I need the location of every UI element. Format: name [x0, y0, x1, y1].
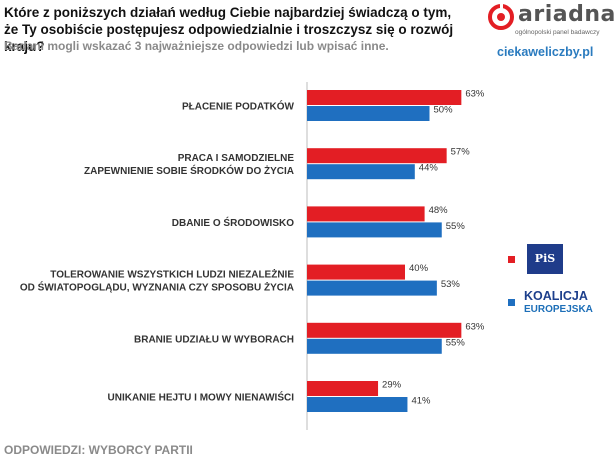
data-label: 29%	[382, 380, 402, 391]
bar-ko	[307, 106, 430, 121]
site-url[interactable]: ciekaweliczby.pl	[497, 45, 594, 59]
bar-ko	[307, 280, 437, 296]
question-subtitle: Badani mogli wskazać 3 najważniejsze odp…	[4, 39, 389, 53]
ariadna-logo: ariadna ogólnopolski panel badawczy	[488, 2, 615, 38]
category-label: UNIKANIE HEJTU I MOWY NIENAWIŚCI	[108, 391, 295, 404]
ko-logo-line2: EUROPEJSKA	[524, 304, 593, 315]
category-label: ZAPEWNIENIE SOBIE ŚRODKÓW DO ŻYCIA	[84, 164, 294, 177]
data-label: 53%	[441, 279, 461, 290]
data-label: 40%	[409, 263, 429, 274]
category-label: TOLEROWANIE WSZYSTKICH LUDZI NIEZALEŻNIE	[50, 268, 294, 281]
legend-pis-swatch	[508, 256, 515, 263]
data-label: 63%	[465, 89, 485, 100]
category-label: PŁACENIE PODATKÓW	[182, 100, 295, 113]
bar-ko	[307, 222, 442, 238]
category-label: DBANIE O ŚRODOWISKO	[172, 216, 294, 229]
category-label: PRACA I SAMODZIELNE	[178, 153, 295, 164]
category-label: OD ŚWIATOPOGLĄDU, WYZNANIA CZY SPOSOBU Ż…	[20, 281, 294, 294]
ariadna-logo-tagline: ogólnopolski panel badawczy	[515, 29, 600, 36]
footer-note: ODPOWIEDZI: WYBORCY PARTII	[4, 443, 193, 457]
category-label: BRANIE UDZIAŁU W WYBORACH	[134, 334, 294, 345]
data-label: 55%	[446, 221, 466, 232]
data-label: 44%	[419, 163, 439, 174]
bar-pis	[307, 148, 447, 164]
pis-logo: PiS	[527, 244, 563, 274]
bar-pis	[307, 206, 425, 222]
question-title-line2: że Ty osobiście postępujesz odpowiedzial…	[4, 22, 454, 54]
bar-pis	[307, 90, 462, 105]
ko-logo: KOALICJA EUROPEJSKA	[524, 290, 593, 316]
legend-ko-swatch	[508, 299, 515, 306]
legend-ko: KOALICJA EUROPEJSKA	[508, 290, 608, 330]
ariadna-logo-icon	[488, 4, 514, 30]
data-label: 50%	[434, 105, 454, 116]
bar-ko	[307, 397, 408, 412]
ko-logo-line1: KOALICJA	[524, 289, 588, 303]
data-label: 41%	[411, 396, 431, 407]
data-label: 63%	[465, 321, 485, 332]
bar-ko	[307, 338, 442, 354]
data-label: 55%	[446, 337, 466, 348]
ariadna-logo-text: ariadna	[518, 2, 615, 27]
data-label: 57%	[451, 147, 471, 158]
question-title-line1: Które z poniższych działań według Ciebie…	[4, 5, 452, 20]
bar-pis	[307, 381, 379, 396]
legend-pis: PiS	[508, 244, 608, 288]
question-title: Które z poniższych działań według Ciebie…	[4, 4, 484, 55]
bar-pis	[307, 322, 462, 338]
data-label: 48%	[429, 205, 449, 216]
bar-pis	[307, 264, 405, 280]
bar-ko	[307, 164, 415, 180]
